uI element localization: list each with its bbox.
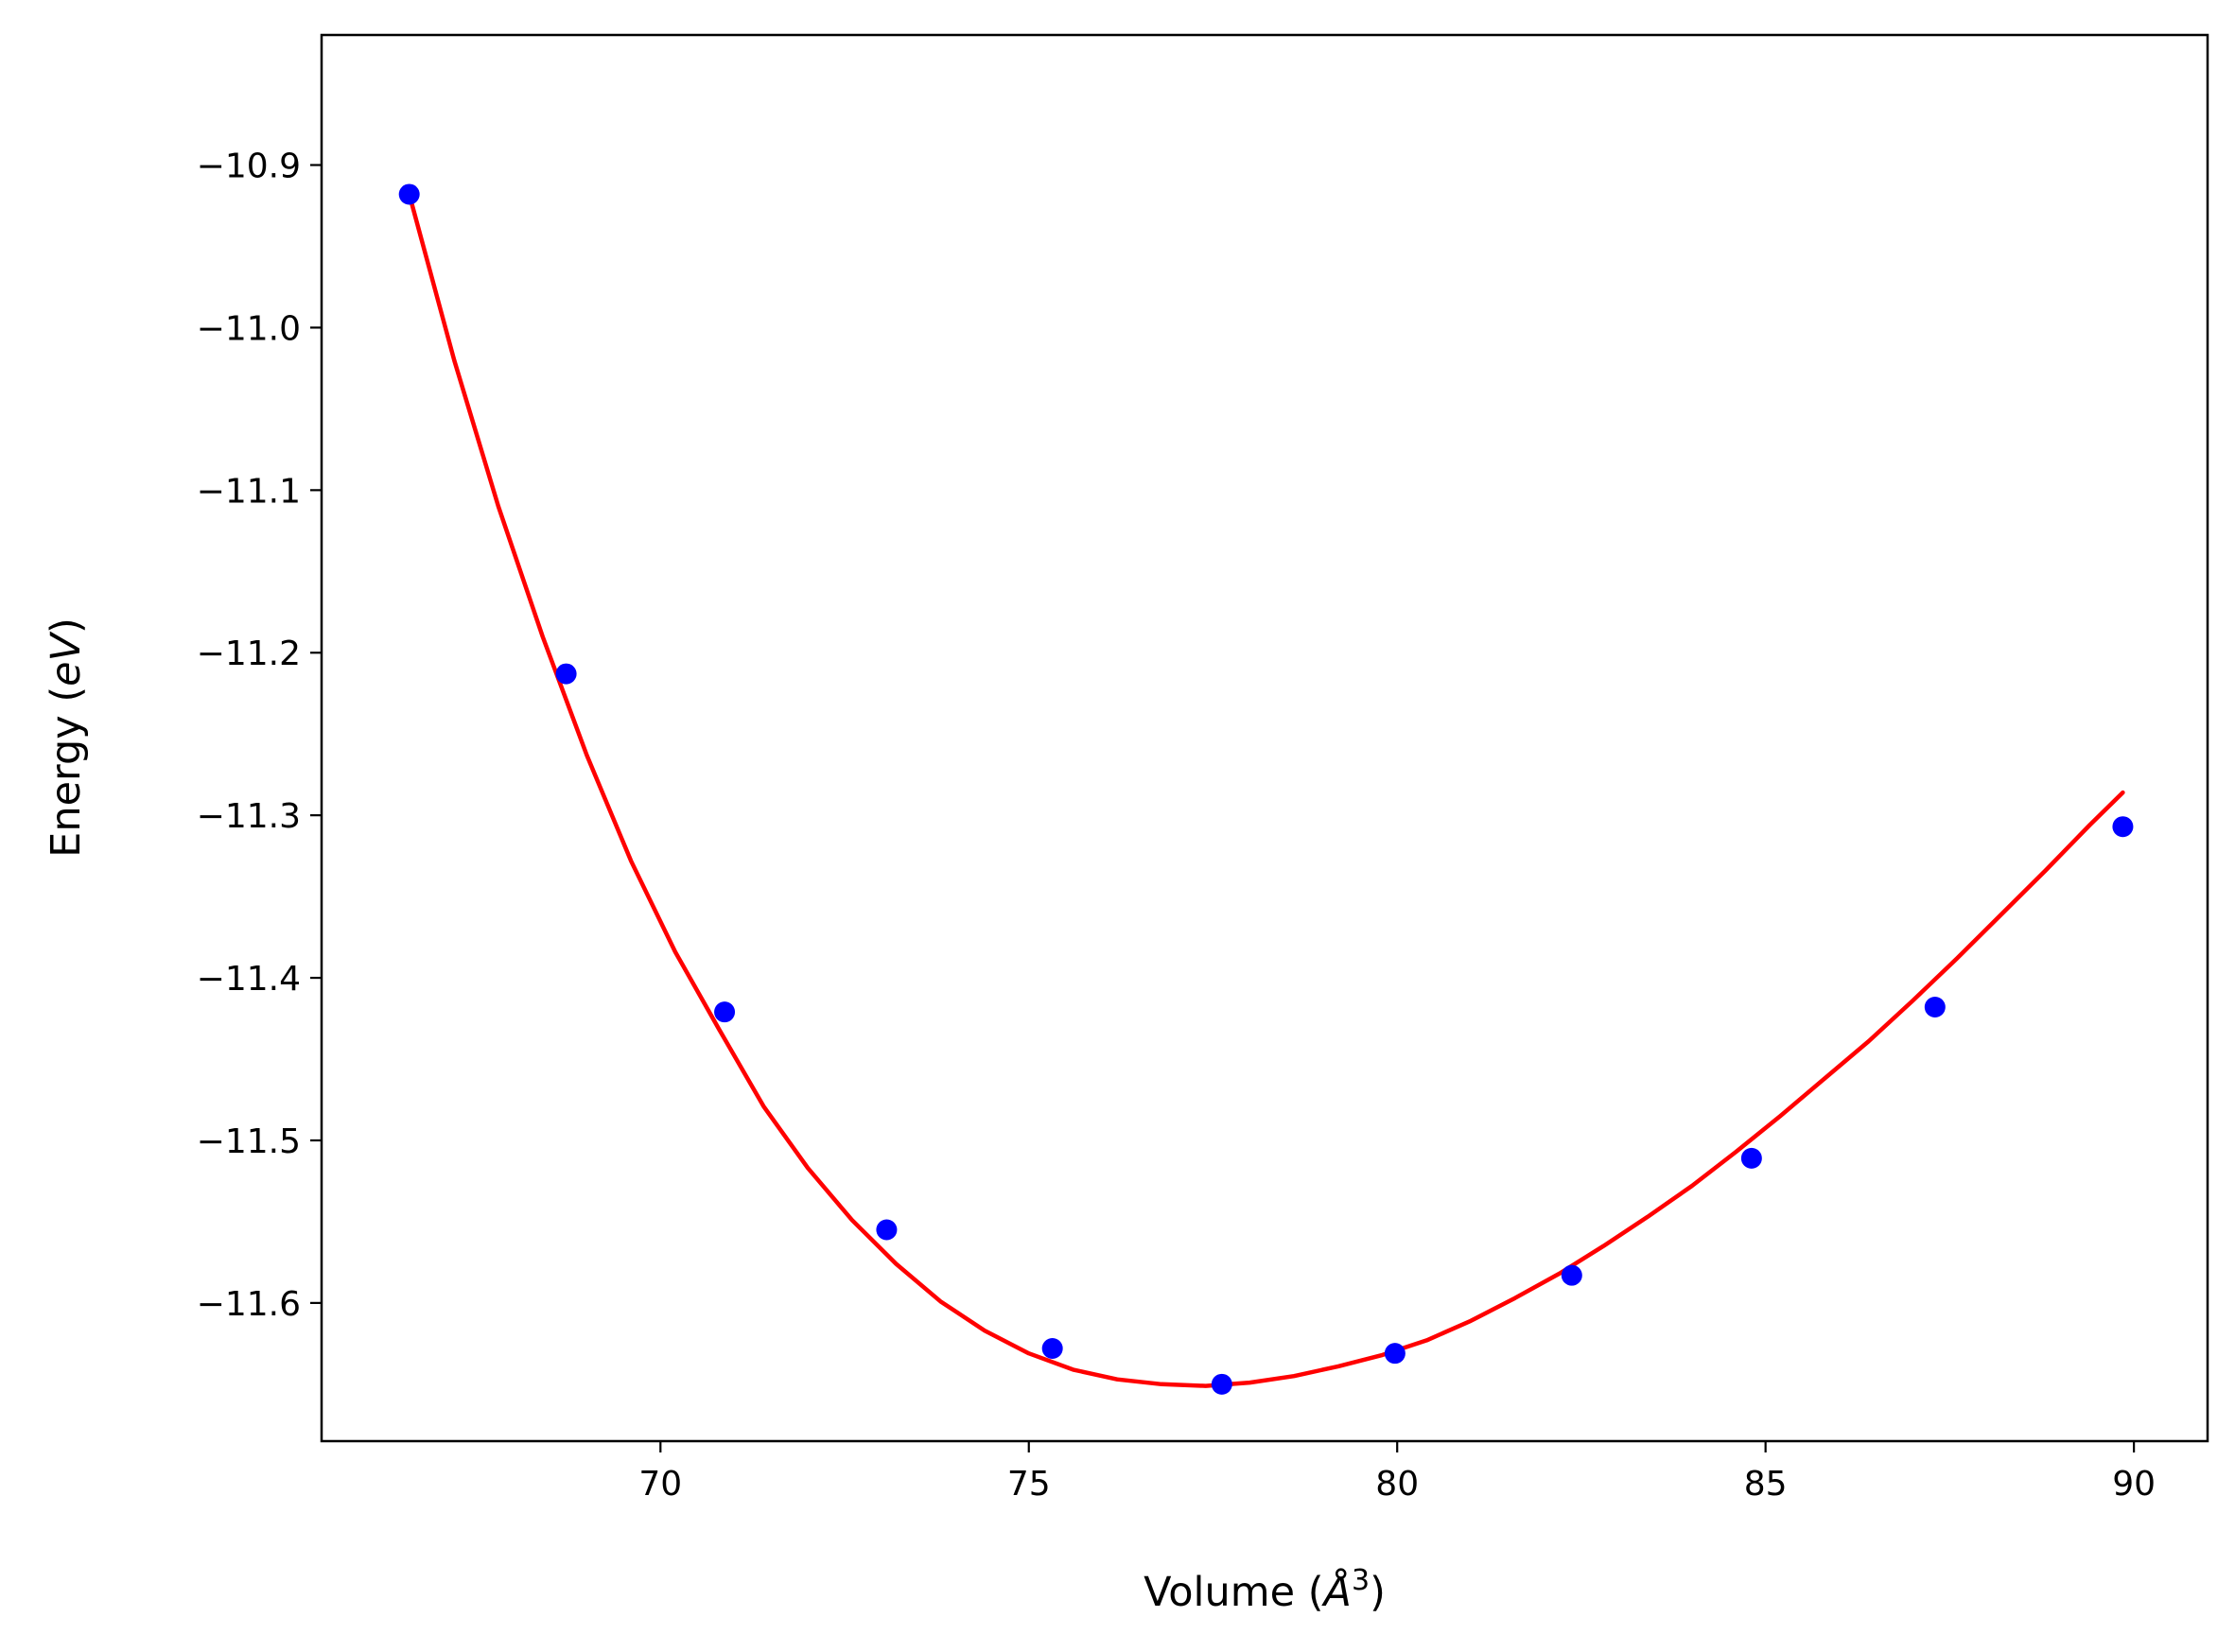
x-axis-unit-exponent: 3 bbox=[1352, 1564, 1370, 1597]
data-point bbox=[1211, 1373, 1232, 1395]
data-point bbox=[1740, 1147, 1762, 1169]
y-axis-unit-open: ( bbox=[43, 687, 90, 703]
y-axis-ticks: −10.9 −11.0 −11.1 −11.2 −11.3 −11.4 −11.5 −11.6 bbox=[197, 148, 322, 1324]
data-point bbox=[555, 663, 577, 685]
series-layer bbox=[398, 183, 2134, 1395]
data-point bbox=[398, 183, 420, 205]
x-tick-label: 80 bbox=[1375, 1465, 1419, 1504]
x-axis-unit-open: ( bbox=[1308, 1569, 1324, 1616]
y-tick-label: −11.6 bbox=[197, 1285, 301, 1324]
y-tick-label: −11.3 bbox=[197, 797, 301, 836]
data-point bbox=[1924, 997, 1946, 1018]
data-point bbox=[876, 1219, 898, 1241]
x-axis-unit-close: ) bbox=[1370, 1569, 1386, 1616]
y-axis-title: Energy (eV) bbox=[43, 617, 90, 858]
x-axis-ticks: 70 75 80 85 90 bbox=[638, 1441, 2156, 1504]
y-axis-unit-close: ) bbox=[43, 617, 90, 634]
x-axis-title: Volume (Å3) bbox=[1144, 1564, 1386, 1616]
plot-frame bbox=[320, 33, 2209, 1443]
y-tick-label: −11.5 bbox=[197, 1122, 301, 1161]
fit-curve-line bbox=[407, 192, 2125, 1388]
y-tick-label: −11.1 bbox=[197, 472, 301, 511]
y-tick-label: −11.0 bbox=[197, 309, 301, 348]
data-point bbox=[1041, 1338, 1063, 1360]
data-point bbox=[1561, 1264, 1582, 1286]
y-axis-unit-symbol: eV bbox=[43, 631, 90, 686]
data-point bbox=[1384, 1343, 1406, 1365]
x-tick-label: 75 bbox=[1007, 1465, 1051, 1504]
plot-area: 70 75 80 85 90 −10.9 −11.0 −11.1 −11.2 −11.3 −11.… bbox=[197, 33, 2209, 1504]
x-tick-label: 85 bbox=[1744, 1465, 1788, 1504]
x-axis-unit-symbol: Å bbox=[1321, 1568, 1352, 1616]
y-axis-label: Energy bbox=[43, 715, 90, 858]
data-point bbox=[714, 1001, 736, 1023]
x-tick-label: 70 bbox=[638, 1465, 682, 1504]
y-tick-label: −11.4 bbox=[197, 960, 301, 999]
y-tick-label: −10.9 bbox=[197, 148, 301, 186]
x-tick-label: 90 bbox=[2112, 1465, 2156, 1504]
data-point bbox=[2112, 816, 2134, 838]
x-axis-label: Volume bbox=[1144, 1569, 1295, 1616]
y-tick-label: −11.2 bbox=[197, 635, 301, 673]
